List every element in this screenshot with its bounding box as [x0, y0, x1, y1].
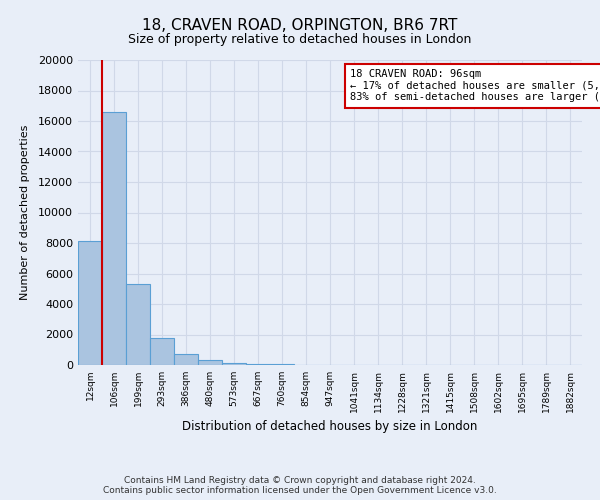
Y-axis label: Number of detached properties: Number of detached properties	[20, 125, 29, 300]
Bar	[198, 360, 222, 365]
Text: Size of property relative to detached houses in London: Size of property relative to detached ho…	[128, 32, 472, 46]
Bar	[270, 364, 294, 365]
X-axis label: Distribution of detached houses by size in London: Distribution of detached houses by size …	[182, 420, 478, 434]
Bar	[78, 242, 102, 365]
Bar	[222, 362, 246, 365]
Bar	[150, 338, 174, 365]
Text: Contains HM Land Registry data © Crown copyright and database right 2024.
Contai: Contains HM Land Registry data © Crown c…	[103, 476, 497, 495]
Text: 18, CRAVEN ROAD, ORPINGTON, BR6 7RT: 18, CRAVEN ROAD, ORPINGTON, BR6 7RT	[142, 18, 458, 32]
Bar	[126, 284, 150, 365]
Bar	[174, 354, 198, 365]
Text: 18 CRAVEN ROAD: 96sqm
← 17% of detached houses are smaller (5,554)
83% of semi-d: 18 CRAVEN ROAD: 96sqm ← 17% of detached …	[350, 69, 600, 102]
Bar	[102, 112, 126, 365]
Bar	[246, 364, 270, 365]
